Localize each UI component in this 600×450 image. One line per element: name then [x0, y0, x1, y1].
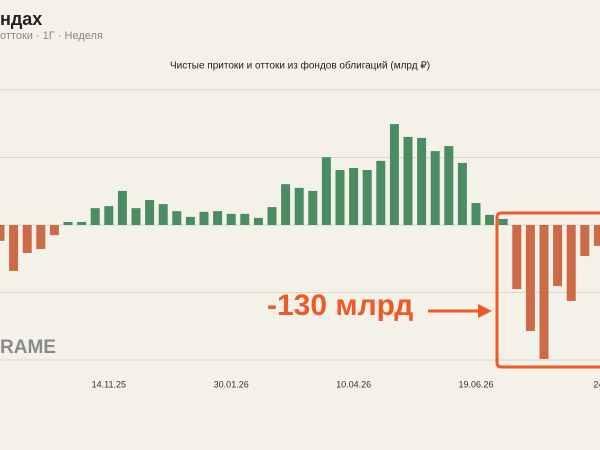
bar: [253, 217, 263, 225]
x-tick-label: 24: [593, 379, 600, 389]
bar: [172, 211, 182, 225]
bar: [376, 160, 386, 225]
bar: [131, 208, 141, 225]
x-tick-label: 10.04.26: [336, 379, 371, 389]
bar: [539, 225, 549, 359]
bar: [498, 218, 508, 225]
bar: [294, 187, 304, 225]
x-tick-label: 30.01.26: [214, 379, 249, 389]
bar: [104, 206, 114, 225]
x-tick-label: 19.06.26: [458, 379, 493, 389]
highlight-box: [495, 211, 600, 369]
bar: [362, 169, 372, 225]
bar: [485, 214, 495, 225]
watermark: RAME: [0, 337, 56, 358]
annotation: -130 млрд: [267, 289, 413, 322]
arrow-head: [478, 304, 492, 318]
bar: [593, 225, 600, 246]
bar: [267, 207, 277, 225]
bar: [117, 190, 127, 225]
bar: [63, 221, 73, 225]
bar: [22, 225, 32, 254]
bar: [417, 137, 427, 225]
bar: [158, 204, 168, 225]
x-tick-label: 14.11.25: [92, 379, 126, 389]
plot: 14.11.25 30.01.26 10.04.26 19.06.26 24: [0, 89, 600, 389]
bar: [430, 151, 440, 225]
bar: [185, 216, 195, 225]
bar: [335, 169, 345, 225]
bar: [580, 225, 590, 257]
bar: [49, 225, 59, 236]
bar: [308, 190, 318, 225]
bar: [403, 136, 413, 225]
bar: [145, 200, 155, 225]
bar: [553, 225, 563, 287]
bar: [389, 124, 399, 225]
chart-title: Чистые притоки и оттоки из фондов облига…: [170, 60, 430, 72]
bar: [9, 225, 19, 271]
bar: [281, 184, 291, 225]
bar: [349, 167, 359, 225]
bar: [321, 157, 331, 225]
bar: [226, 213, 236, 225]
bar: [36, 225, 46, 249]
bar: [525, 225, 535, 331]
bar: [213, 211, 223, 225]
bar: [240, 213, 250, 225]
bar: [0, 225, 5, 241]
bar: [199, 211, 209, 225]
bar: [471, 203, 481, 225]
bar: [566, 225, 576, 301]
bar: [457, 162, 467, 225]
page-subtitle: оттоки · 1Г · Неделя: [0, 30, 103, 42]
page-title: ндах: [0, 9, 42, 29]
bar: [444, 146, 454, 225]
bar: [90, 208, 100, 225]
bar: [77, 221, 87, 225]
bar: [512, 225, 522, 290]
